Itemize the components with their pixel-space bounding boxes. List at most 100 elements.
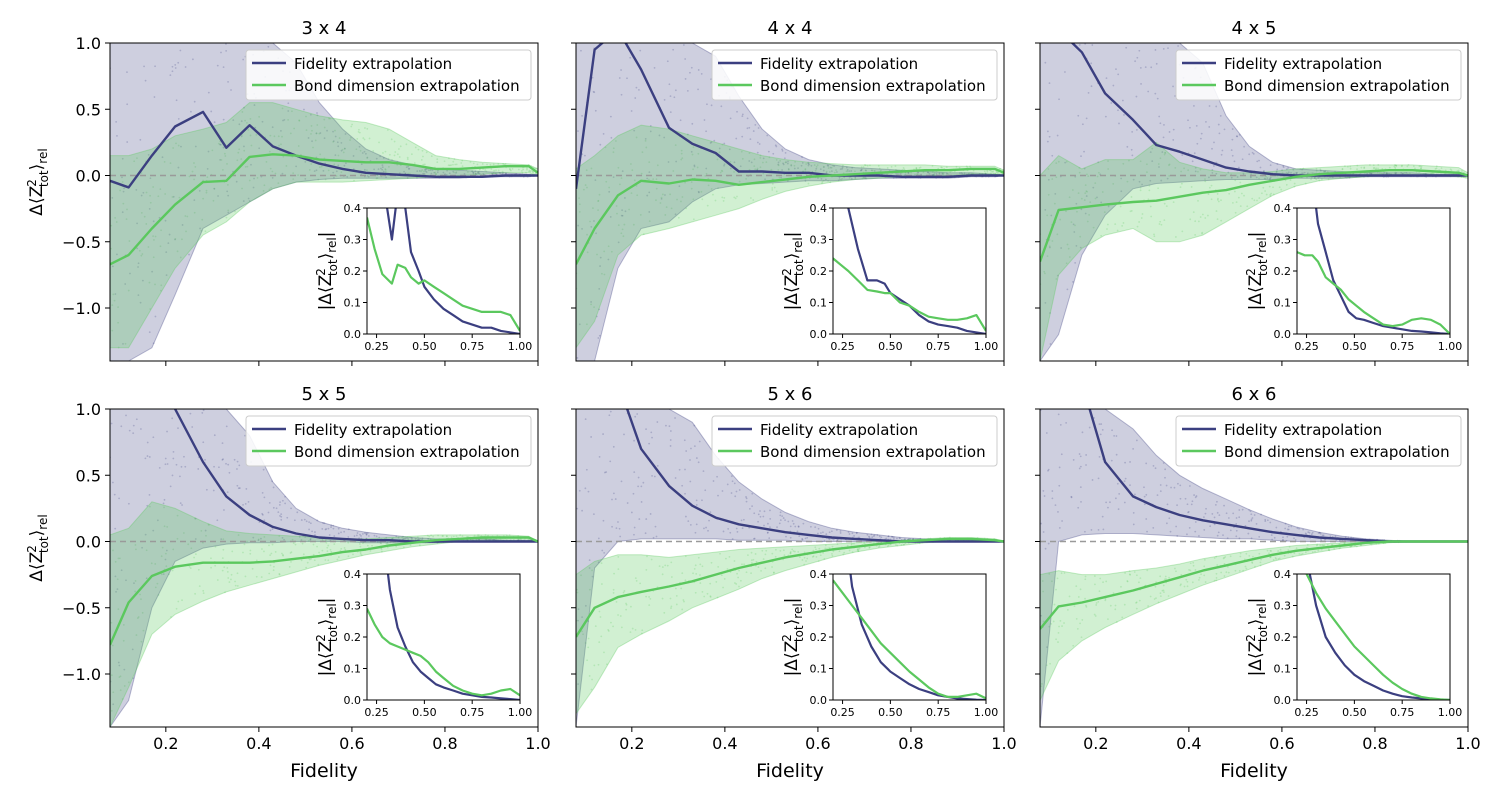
sample-point	[136, 222, 138, 225]
sample-point	[670, 576, 673, 578]
sample-point	[372, 150, 375, 152]
sample-point	[1072, 644, 1075, 647]
sample-point	[1172, 85, 1174, 88]
sample-point	[153, 96, 156, 98]
sample-point	[1052, 620, 1055, 623]
sample-point	[521, 171, 524, 174]
sample-point	[1064, 161, 1067, 164]
sample-point	[495, 172, 497, 175]
sample-point	[1217, 123, 1220, 126]
sample-point	[418, 544, 421, 547]
sample-point	[1114, 497, 1117, 500]
sample-point	[674, 144, 677, 147]
sample-point	[1116, 229, 1119, 232]
sample-point	[1269, 176, 1272, 179]
sample-point	[858, 536, 861, 539]
sample-point	[344, 548, 347, 551]
sample-point	[646, 555, 648, 558]
sample-point	[1085, 464, 1087, 466]
sample-point	[938, 172, 941, 175]
sample-point	[178, 196, 181, 199]
sample-point	[1072, 281, 1074, 283]
sample-point	[322, 169, 325, 172]
sample-point	[1168, 175, 1171, 177]
sample-point	[221, 569, 224, 572]
sample-point	[347, 541, 350, 544]
sample-point	[177, 61, 180, 64]
sample-point	[674, 213, 677, 216]
sample-point	[986, 170, 989, 173]
sample-point	[1253, 199, 1256, 202]
sample-point	[870, 169, 873, 172]
sample-point	[864, 169, 867, 172]
sample-point	[237, 534, 240, 536]
sample-point	[797, 525, 800, 528]
sample-point	[1110, 459, 1113, 462]
sample-point	[608, 190, 611, 193]
sample-point	[752, 130, 755, 132]
sample-point	[110, 422, 113, 425]
sample-point	[918, 542, 921, 545]
sample-point	[194, 145, 197, 148]
sample-point	[1115, 435, 1118, 437]
sample-point	[484, 534, 487, 536]
sample-point	[1055, 278, 1058, 280]
sample-point	[184, 215, 187, 217]
sample-point	[163, 506, 165, 509]
sample-point	[535, 167, 538, 170]
sample-point	[1432, 172, 1435, 175]
sample-point	[1284, 527, 1287, 530]
legend-bond-label: Bond dimension extrapolation	[294, 77, 520, 95]
sample-point	[889, 543, 892, 546]
sample-point	[1172, 201, 1175, 204]
sample-point	[258, 115, 261, 118]
sample-point	[1213, 165, 1215, 167]
sample-point	[593, 220, 595, 222]
sample-point	[133, 160, 136, 163]
sample-point	[1204, 180, 1207, 183]
sample-point	[1225, 173, 1228, 176]
sample-point	[1075, 618, 1078, 620]
sample-point	[1372, 164, 1375, 167]
sample-point	[798, 535, 801, 538]
sample-point	[1293, 537, 1295, 540]
sample-point	[446, 535, 448, 538]
y-tick-label: 0.0	[76, 533, 101, 552]
sample-point	[611, 498, 613, 501]
sample-point	[148, 505, 151, 508]
sample-point	[176, 250, 179, 253]
sample-point	[1160, 223, 1163, 226]
sample-point	[894, 165, 897, 168]
sample-point	[402, 535, 404, 538]
sample-point	[1285, 171, 1288, 174]
sample-point	[1126, 580, 1129, 582]
sample-point	[1343, 165, 1346, 167]
sample-point	[594, 625, 597, 628]
inset-y-tick-label: 0.3	[1274, 234, 1292, 247]
sample-point	[316, 124, 319, 126]
sample-point	[863, 546, 866, 549]
sample-point	[144, 457, 147, 460]
sample-point	[689, 523, 692, 526]
inset-x-tick-label: 1.00	[1438, 706, 1463, 719]
sample-point	[319, 132, 322, 134]
sample-point	[1205, 507, 1207, 510]
sample-point	[1093, 613, 1096, 616]
sample-point	[1126, 180, 1129, 183]
sample-point	[1238, 509, 1241, 511]
sample-point	[1248, 153, 1251, 156]
sample-point	[955, 165, 958, 168]
sample-point	[1097, 600, 1100, 603]
sample-point	[1235, 529, 1238, 532]
sample-point	[692, 572, 694, 575]
sample-point	[269, 529, 272, 532]
sample-point	[527, 170, 530, 173]
sample-point	[327, 117, 330, 120]
sample-point	[280, 518, 283, 521]
sample-point	[586, 186, 588, 189]
sample-point	[1085, 604, 1087, 607]
sample-point	[1068, 196, 1071, 199]
sample-point	[748, 168, 751, 171]
sample-point	[608, 186, 611, 189]
sample-point	[1113, 434, 1116, 437]
